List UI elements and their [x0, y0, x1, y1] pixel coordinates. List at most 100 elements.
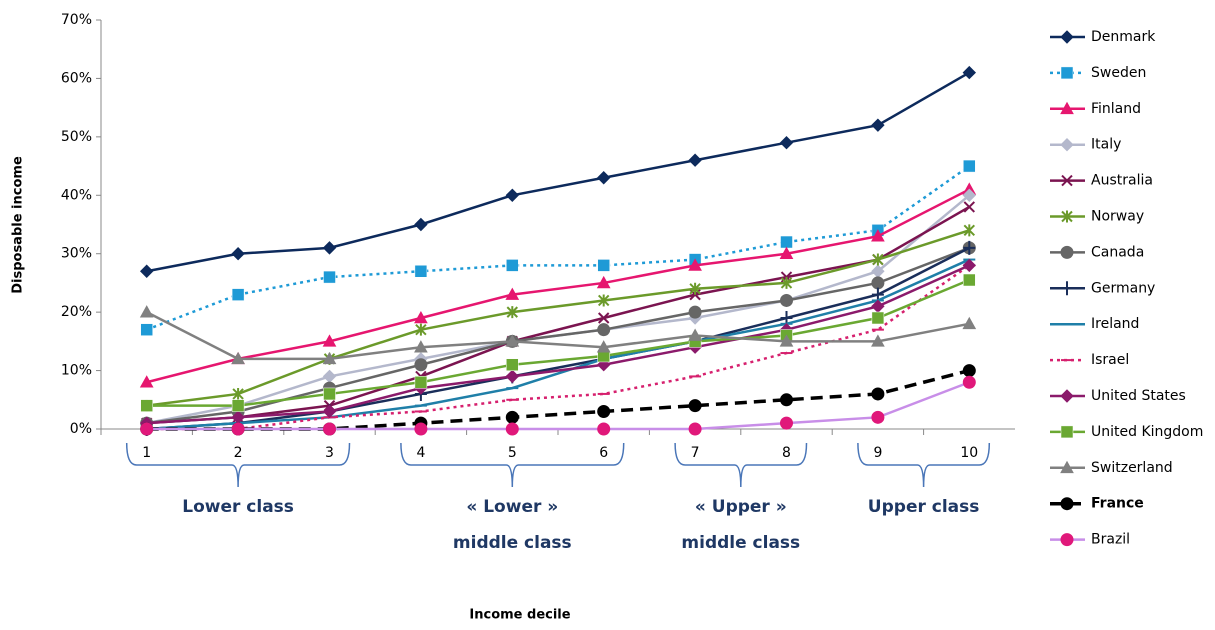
marker	[962, 65, 977, 80]
y-tick-label: 40%	[61, 187, 92, 203]
marker	[1060, 101, 1074, 115]
legend-label: Italy	[1091, 137, 1121, 153]
y-tick-label: 0%	[70, 421, 92, 437]
series	[139, 188, 977, 430]
marker	[322, 241, 337, 255]
marker	[1061, 281, 1073, 296]
y-tick-label: 20%	[61, 304, 92, 320]
y-axis-title: Disposable income	[11, 156, 26, 294]
x-tick-label: 7	[691, 445, 700, 461]
x-axis-title: Income decile	[469, 608, 570, 623]
marker	[322, 404, 337, 419]
marker	[231, 247, 245, 261]
marker	[688, 153, 702, 167]
marker	[414, 376, 428, 389]
marker	[780, 235, 793, 249]
series	[139, 305, 977, 365]
series	[139, 65, 977, 278]
marker	[506, 259, 519, 272]
legend-label: Ireland	[1091, 316, 1139, 332]
legend-label: United States	[1091, 388, 1186, 404]
series-line	[146, 188, 970, 384]
legend-label: Canada	[1091, 244, 1144, 260]
series-line	[146, 258, 970, 431]
marker	[506, 306, 519, 319]
marker	[1061, 210, 1073, 223]
marker	[871, 334, 885, 347]
marker	[414, 264, 428, 278]
legend-label: Sweden	[1091, 65, 1146, 81]
marker	[597, 404, 611, 418]
y-tick-label: 30%	[61, 246, 92, 262]
marker	[688, 328, 702, 341]
marker	[596, 275, 611, 289]
marker	[505, 287, 520, 300]
series-line	[146, 205, 970, 425]
y-tick-label: 60%	[61, 70, 92, 86]
marker	[231, 351, 245, 365]
x-tick-label: 3	[325, 445, 334, 461]
series-line	[146, 278, 970, 407]
marker	[871, 229, 885, 242]
marker	[414, 340, 428, 353]
marker	[597, 422, 611, 436]
marker	[139, 305, 154, 318]
x-tick-label: 4	[416, 445, 425, 461]
brace	[125, 442, 351, 488]
marker	[1060, 137, 1074, 152]
marker	[688, 399, 702, 413]
marker	[140, 399, 153, 412]
series-line	[146, 311, 970, 361]
marker	[871, 410, 885, 424]
marker	[780, 276, 793, 289]
marker	[505, 369, 520, 384]
marker	[962, 364, 976, 378]
brace	[674, 442, 808, 488]
marker	[871, 387, 885, 401]
brace	[857, 442, 991, 488]
marker	[1060, 460, 1074, 474]
group-label: « Lower »	[466, 497, 558, 517]
marker	[323, 387, 336, 401]
marker	[505, 188, 520, 202]
x-tick-label: 6	[599, 445, 608, 461]
legend-label: Germany	[1091, 280, 1155, 296]
marker	[322, 334, 337, 347]
marker	[871, 276, 885, 290]
marker	[962, 188, 977, 202]
legend-label: France	[1091, 496, 1144, 512]
series-line	[146, 229, 970, 407]
marker	[1060, 245, 1074, 259]
y-tick-label: 70%	[61, 12, 92, 28]
marker	[139, 375, 154, 388]
marker	[596, 340, 611, 353]
marker	[779, 246, 794, 260]
series	[140, 375, 976, 436]
marker	[688, 422, 702, 436]
marker	[231, 422, 245, 436]
y-tick-label: 50%	[61, 129, 92, 145]
series	[139, 182, 977, 388]
marker	[688, 258, 702, 271]
marker	[232, 387, 244, 400]
legend-label: Finland	[1091, 101, 1141, 117]
marker	[506, 358, 519, 371]
marker	[414, 358, 428, 372]
marker	[414, 217, 428, 232]
marker	[779, 334, 794, 347]
marker	[1060, 66, 1074, 80]
marker	[780, 393, 793, 407]
marker	[962, 316, 977, 330]
marker	[872, 253, 884, 266]
series	[140, 240, 976, 436]
marker	[1060, 533, 1074, 547]
marker	[414, 310, 428, 324]
marker	[689, 282, 701, 295]
marker	[779, 135, 794, 150]
marker	[139, 264, 154, 278]
series-line	[146, 71, 970, 273]
marker	[323, 270, 336, 284]
series-line	[146, 246, 970, 431]
group-label: Lower class	[182, 497, 294, 517]
